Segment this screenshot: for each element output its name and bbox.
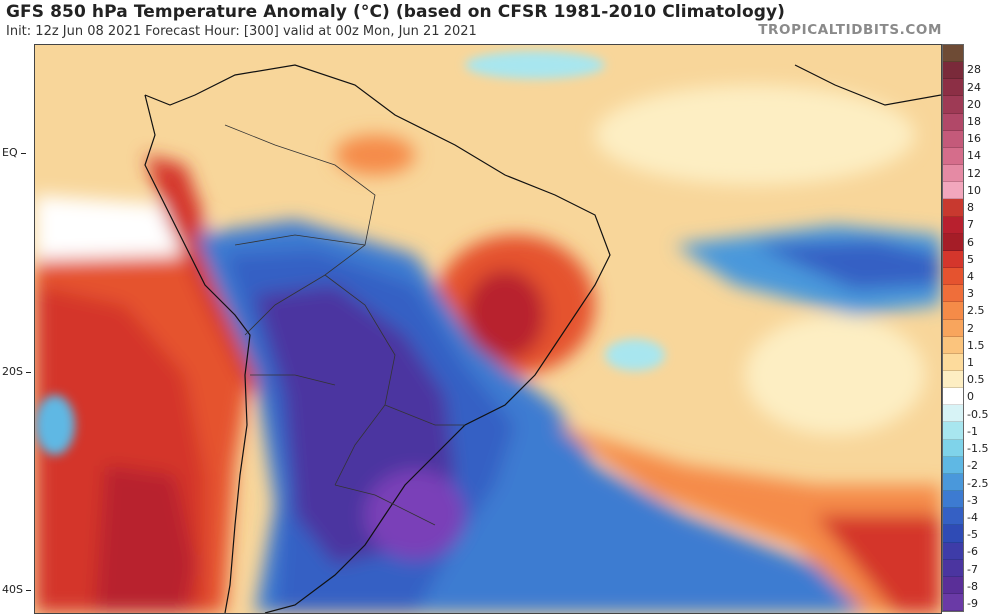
colorbar-label: -9	[967, 597, 978, 611]
central-atlantic-neutral	[745, 315, 925, 435]
colorbar-cell	[943, 473, 963, 492]
colorbar-cell	[943, 594, 963, 612]
colorbar-label: -2.5	[967, 476, 989, 490]
lat-label-eq: EQ	[2, 146, 26, 159]
colorbar-label: 12	[967, 166, 981, 180]
colorbar-scale	[942, 44, 964, 612]
colorbar-label: -1	[967, 424, 978, 438]
colorbar-label: 0	[967, 390, 974, 404]
colorbar-label: 16	[967, 132, 981, 146]
colorbar-cell	[943, 525, 963, 543]
colorbar-cell	[943, 422, 963, 440]
colorbar-label: -0.5	[967, 407, 989, 421]
anomaly-field	[35, 45, 941, 613]
colorbar-label: 3	[967, 287, 974, 301]
colorbar-label: -1.5	[967, 442, 989, 456]
colorbar-label: -8	[967, 579, 978, 593]
colorbar-label: 28	[967, 63, 981, 77]
colorbar-label: -2	[967, 459, 978, 473]
colorbar-label: 0.5	[967, 373, 985, 387]
colorbar-label: 8	[967, 201, 974, 215]
country-borders	[224, 124, 465, 526]
colorbar-cell	[943, 216, 963, 234]
colorbar-label: 2.5	[967, 304, 985, 318]
colorbar-label: 2	[967, 321, 974, 335]
colorbar-cell	[943, 559, 963, 577]
colorbar-label: 7	[967, 218, 974, 232]
amazon-warm-spot	[335, 135, 415, 175]
colorbar-cell	[943, 388, 963, 406]
andes-warm-anomaly	[145, 155, 270, 405]
atlantic-cold-core	[755, 240, 941, 290]
colorbar-cell	[943, 130, 963, 148]
map-subtitle: Init: 12z Jun 08 2021 Forecast Hour: [30…	[6, 24, 477, 39]
colorbar-cell	[943, 353, 963, 371]
caribbean-cool-patch	[465, 51, 605, 79]
south-atlantic-warm-arc	[555, 425, 941, 613]
colorbar-cell	[943, 405, 963, 423]
colorbar-label: 10	[967, 183, 981, 197]
colorbar-cell	[943, 508, 963, 526]
colorbar-cell	[943, 165, 963, 183]
colorbar-label	[967, 44, 999, 61]
lat-label-20s: 20S	[2, 365, 31, 378]
colorbar-cell	[943, 147, 963, 166]
colorbar-label: 5	[967, 252, 974, 266]
colorbar-label: -6	[967, 545, 978, 559]
atlantic-cool-patch	[605, 339, 665, 371]
colorbar-label: -5	[967, 528, 978, 542]
colorbar-cell	[943, 96, 963, 114]
pacific-peak-anomaly	[95, 465, 195, 613]
coastlines	[144, 64, 941, 613]
colorbar-label: 1	[967, 356, 974, 370]
colorbar-label: 1.5	[967, 338, 985, 352]
colorbar-labels: 28 24 20 18 16 14 12 10 8 7 6 5 4 3 2.5 2 1.5 1 0.5 0 -0.5 -1…	[967, 44, 999, 612]
colorbar-cell	[943, 456, 963, 474]
north-atlantic-neutral	[595, 85, 915, 185]
colorbar-label: 14	[967, 149, 981, 163]
colorbar-cell	[943, 45, 963, 63]
colorbar-label: 24	[967, 80, 981, 94]
colorbar-cell	[943, 491, 963, 509]
colorbar-cell	[943, 182, 963, 200]
colorbar-label: -4	[967, 511, 978, 525]
colorbar-cell	[943, 370, 963, 389]
colorbar-cell	[943, 250, 963, 269]
colorbar-cell	[943, 319, 963, 337]
south-atlantic-red	[815, 515, 941, 613]
brand-watermark: TROPICALTIDBITS.COM	[758, 22, 942, 38]
anomaly-map[interactable]	[34, 44, 942, 614]
lat-label-40s: 40S	[2, 583, 31, 596]
pacific-cool-patch	[35, 395, 75, 455]
colorbar-label: -3	[967, 493, 978, 507]
colorbar-cell	[943, 576, 963, 594]
colorbar-cell	[943, 542, 963, 560]
colorbar-cell	[943, 199, 963, 217]
brazil-peak-anomaly	[465, 270, 545, 360]
colorbar-cell	[943, 336, 963, 354]
colorbar-cell	[943, 79, 963, 97]
colorbar-cell	[943, 62, 963, 80]
colorbar-cell	[943, 233, 963, 251]
colorbar-label: -7	[967, 562, 978, 576]
colorbar-label: 18	[967, 114, 981, 128]
colorbar-cell	[943, 113, 963, 131]
colorbar-cell	[943, 439, 963, 457]
colorbar-label: 6	[967, 235, 974, 249]
map-title: GFS 850 hPa Temperature Anomaly (°C) (ba…	[6, 2, 786, 22]
colorbar-label: 4	[967, 269, 974, 283]
colorbar-cell	[943, 302, 963, 320]
colorbar-cell	[943, 268, 963, 286]
colorbar-cell	[943, 285, 963, 303]
colorbar-label: 20	[967, 97, 981, 111]
